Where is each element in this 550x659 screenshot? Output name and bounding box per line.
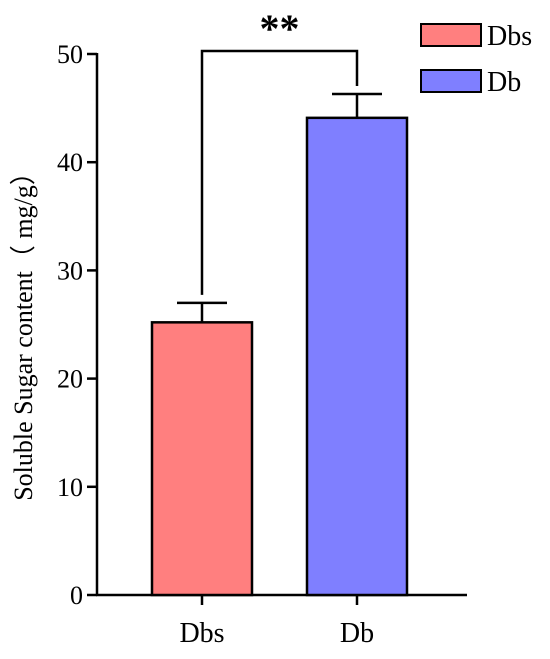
x-tick-label: Db: [340, 618, 374, 649]
y-tick-label: 10: [57, 473, 83, 502]
significance-label: **: [260, 6, 300, 51]
error-bars: [177, 92, 382, 323]
bar-dbs: [150, 321, 254, 597]
legend: Dbs Db: [420, 21, 532, 98]
y-axis: 0 10 20 30 40 50: [57, 40, 99, 610]
bar-db: [305, 116, 409, 597]
legend-label: Dbs: [487, 21, 532, 52]
y-axis-label: Soluble Sugar content（ mg/g）: [9, 159, 38, 501]
y-tick-label: 40: [57, 148, 83, 177]
y-tick-label: 20: [57, 365, 83, 394]
legend-swatch-db: [420, 69, 482, 93]
y-tick-label: 0: [70, 581, 83, 610]
legend-label: Db: [487, 67, 521, 98]
x-tick-label: Dbs: [179, 618, 224, 649]
bars: [150, 116, 409, 597]
x-axis: Dbs Db: [96, 593, 467, 649]
significance-bracket: [200, 49, 359, 295]
y-tick-label: 50: [57, 40, 83, 69]
y-tick-label: 30: [57, 256, 83, 285]
significance-annotation: **: [200, 6, 359, 295]
legend-swatch-dbs: [420, 23, 482, 47]
